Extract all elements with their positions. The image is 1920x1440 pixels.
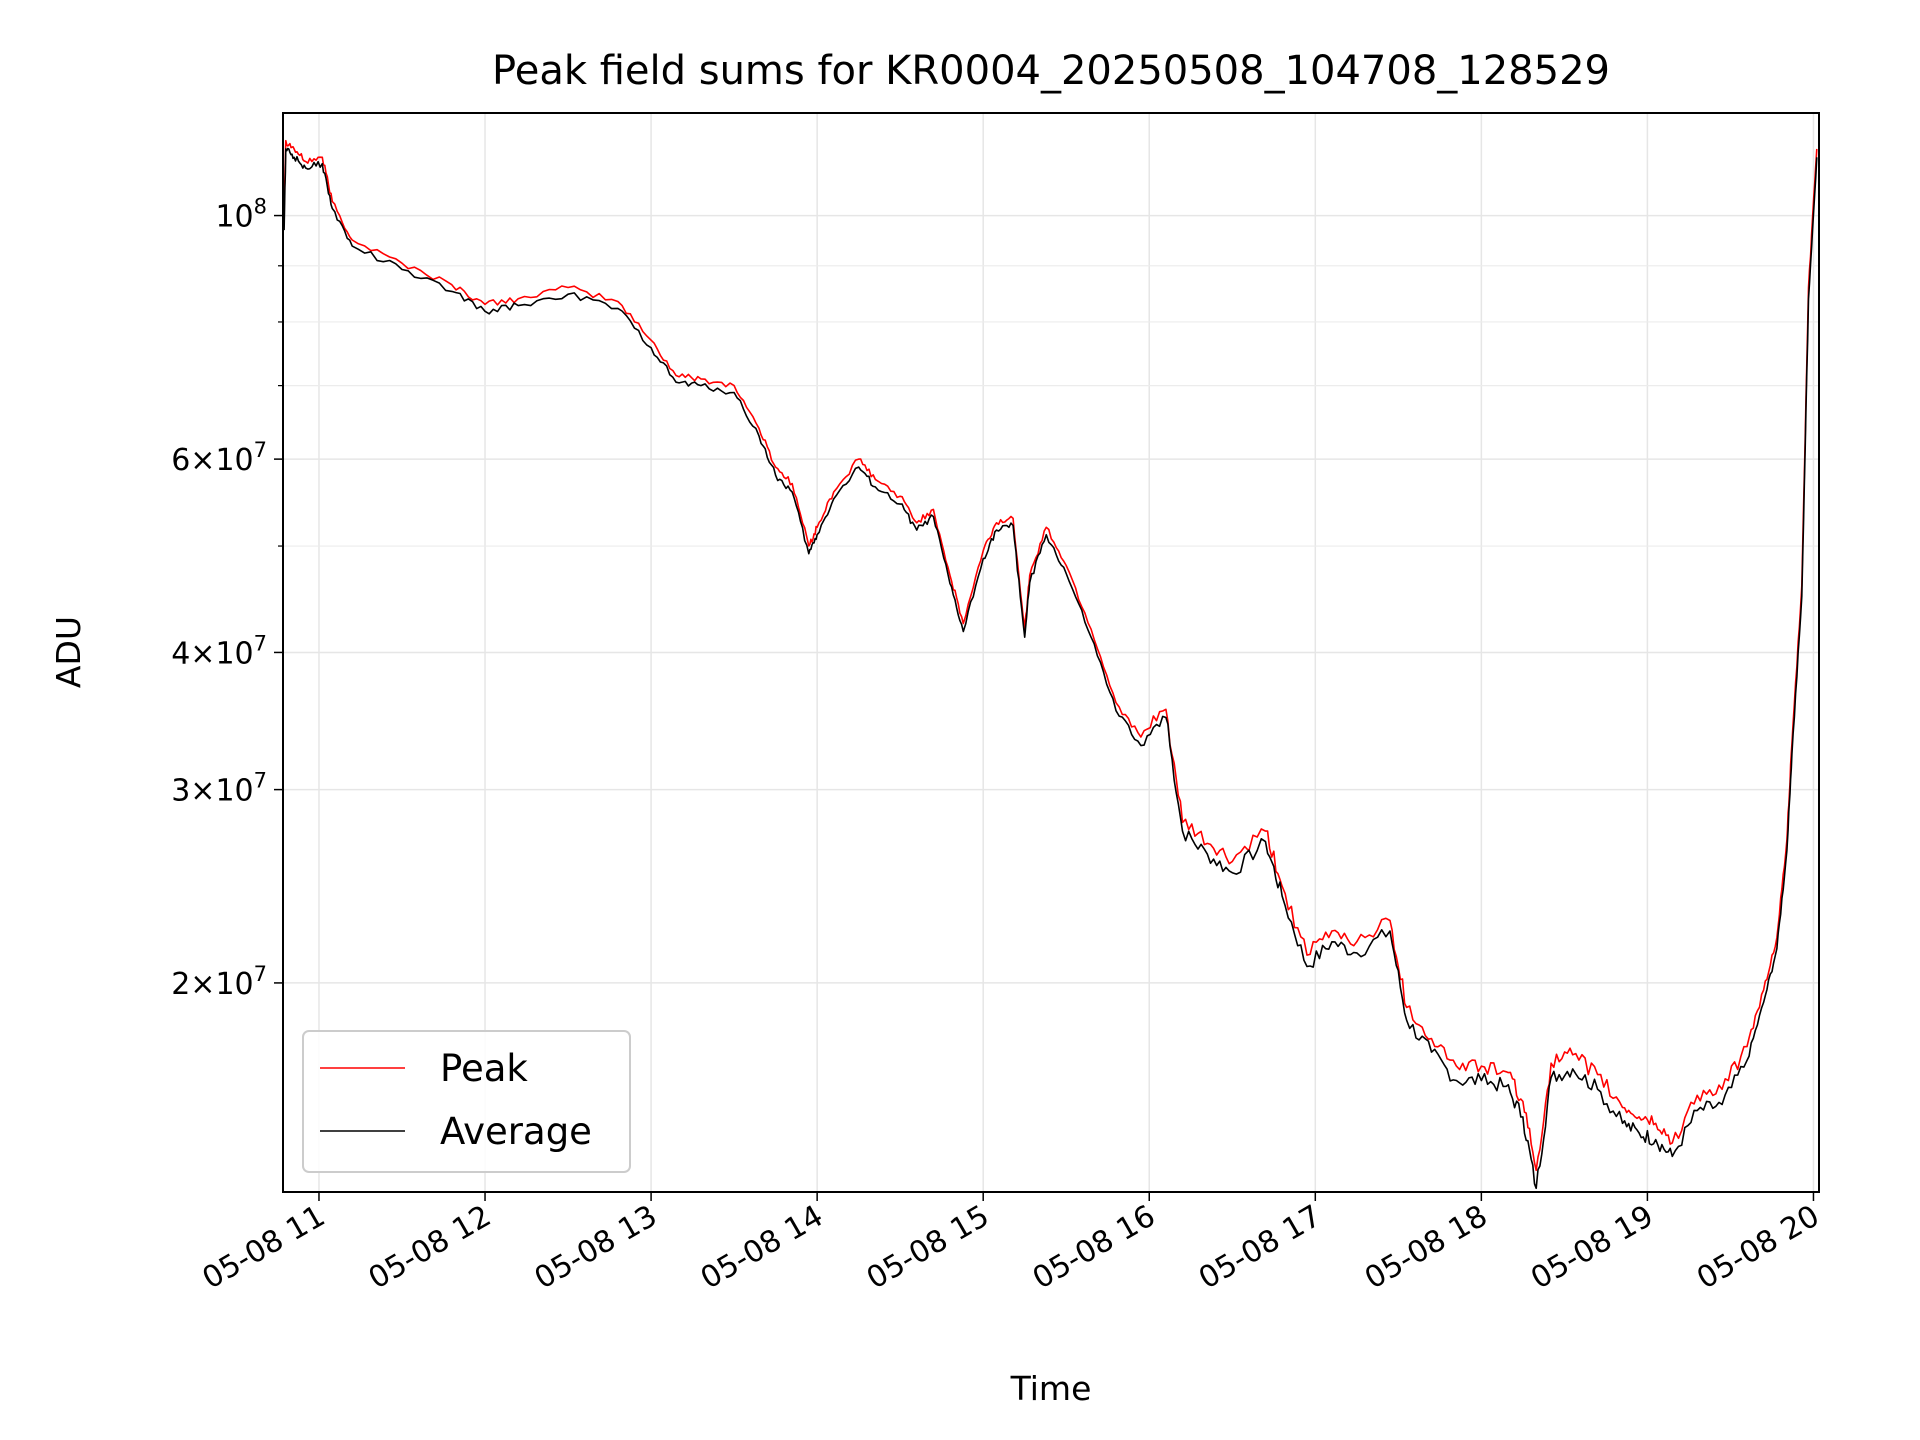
legend-label-peak: Peak xyxy=(440,1047,528,1090)
legend: Peak Average xyxy=(302,1030,631,1173)
y-axis-title: ADU xyxy=(49,616,88,688)
legend-label-average: Average xyxy=(440,1110,592,1153)
y-tick-label: 3×107 xyxy=(171,769,267,809)
grid xyxy=(283,113,1819,1192)
series-layer xyxy=(283,139,1818,1190)
y-tick-label: 108 xyxy=(215,195,267,235)
y-tick-label: 4×107 xyxy=(171,631,267,671)
y-axis: 2×107 3×107 4×107 6×107 108 xyxy=(171,195,283,1002)
y-tick-label: 6×107 xyxy=(171,438,267,478)
x-axis-title: Time xyxy=(1010,1369,1092,1408)
series-line-average xyxy=(283,147,1818,1190)
legend-box xyxy=(302,1030,631,1173)
y-tick-label: 2×107 xyxy=(171,962,267,1002)
chart-title: Peak field sums for KR0004_20250508_1047… xyxy=(492,48,1610,94)
series-line-peak xyxy=(283,139,1818,1172)
